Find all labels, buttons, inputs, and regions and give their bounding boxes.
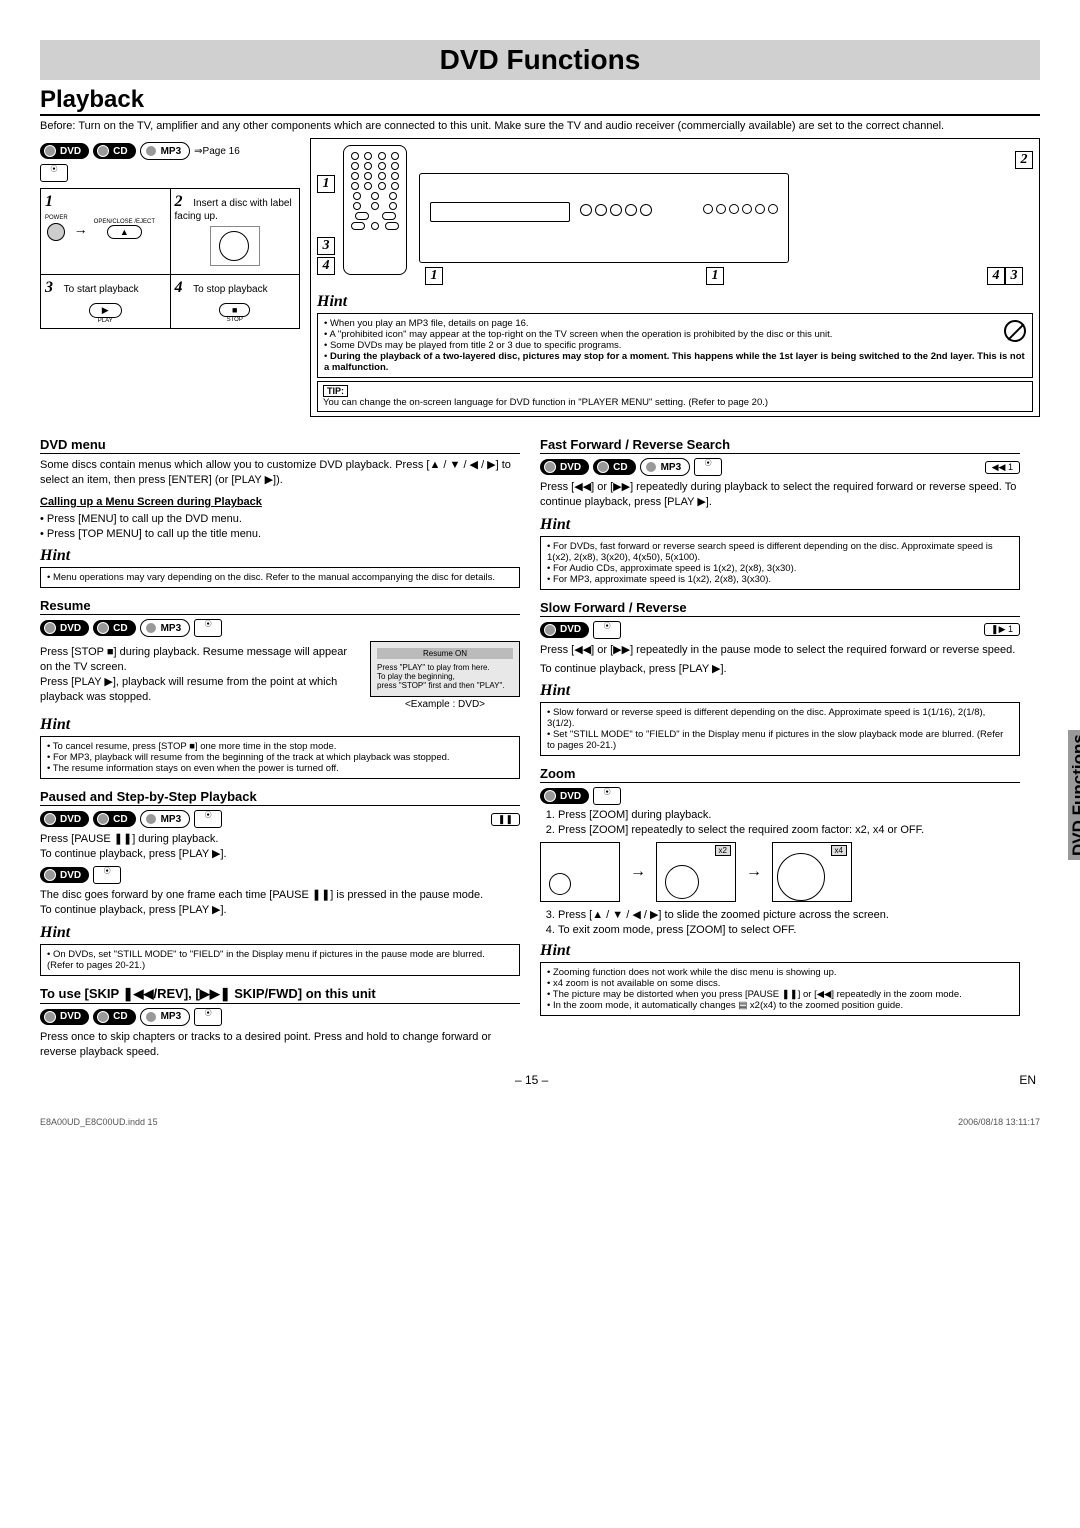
hint-pause: On DVDs, set "STILL MODE" to "FIELD" in …	[40, 944, 520, 976]
calling-heading: Calling up a Menu Screen during Playback	[40, 496, 520, 508]
ff-body: Press [◀◀] or [▶▶] repeatedly during pla…	[540, 480, 1020, 510]
callout-3b: 3	[1005, 267, 1023, 285]
skip-heading: To use [SKIP ❚◀◀/REV], [▶▶❚ SKIP/FWD] on…	[40, 986, 520, 1004]
callout-4: 4	[317, 257, 335, 275]
slow-body: Press [◀◀] or [▶▶] repeatedly in the pau…	[540, 643, 1020, 658]
title-band: DVD Functions	[40, 40, 1040, 80]
pause-badges: DVD CD MP3 ⦿ ❚❚	[40, 810, 520, 828]
slow-heading: Slow Forward / Reverse	[540, 600, 1020, 617]
skip-body: Press once to skip chapters or tracks to…	[40, 1030, 520, 1060]
hint-ff: For DVDs, fast forward or reverse search…	[540, 536, 1020, 590]
side-tab: DVD Functions	[1068, 730, 1080, 860]
paused-heading: Paused and Step-by-Step Playback	[40, 789, 520, 806]
slow-badges: DVD ⦿ ❚▶ 1	[540, 621, 1020, 639]
dvd-menu-heading: DVD menu	[40, 437, 520, 454]
player-diagram	[419, 173, 789, 263]
indd-date: 2006/08/18 13:11:17	[958, 1117, 1040, 1127]
zoom-steps: Press [ZOOM] during playback. Press [ZOO…	[540, 809, 1020, 836]
callout-4b: 4	[987, 267, 1005, 285]
ff-badges: DVD CD MP3 ⦿ ◀◀ 1	[540, 458, 1020, 476]
resume-heading: Resume	[40, 598, 520, 615]
vcd-icon: ⦿	[40, 164, 68, 182]
ff-heading: Fast Forward / Reverse Search	[540, 437, 1020, 454]
hint-box-top: When you play an MP3 file, details on pa…	[317, 313, 1033, 378]
callout-1: 1	[317, 175, 335, 193]
zoom-diagram: → x2 → x4	[540, 842, 1020, 902]
indd-file: E8A00UD_E8C00UD.indd 15	[40, 1117, 158, 1127]
zoom-heading: Zoom	[540, 766, 1020, 783]
hint-zoom: Zooming function does not work while the…	[540, 962, 1020, 1016]
setup-steps-table: 1 POWER → OPEN/CLOSE /EJECT ▲	[40, 188, 300, 329]
hint-label: Hint	[40, 547, 520, 565]
callout-1b: 1	[425, 267, 443, 285]
format-badges-top: DVD CD MP3 ⇒Page 16	[40, 142, 300, 160]
remote-diagram	[343, 145, 407, 275]
page-number: – 15 –	[515, 1073, 548, 1087]
hint-dvdmenu: Menu operations may vary depending on th…	[40, 567, 520, 588]
resume-badges: DVD CD MP3 ⦿	[40, 619, 520, 637]
callout-2: 2	[1015, 151, 1033, 169]
resume-example-box: Resume ON Press "PLAY" to play from here…	[370, 641, 520, 697]
intro-text: Before: Turn on the TV, amplifier and an…	[40, 120, 1040, 132]
dvd-menu-body: Some discs contain menus which allow you…	[40, 458, 520, 488]
zoom-badges: DVD ⦿	[540, 787, 1020, 805]
hint-slow: Slow forward or reverse speed is differe…	[540, 702, 1020, 756]
page-lang: EN	[1019, 1073, 1036, 1087]
callout-3: 3	[317, 237, 335, 255]
hint-label-top: Hint	[317, 293, 1033, 311]
tip-box: TIP: You can change the on-screen langua…	[317, 381, 1033, 412]
hint-resume: To cancel resume, press [STOP ■] one mor…	[40, 736, 520, 779]
section-title: Playback	[40, 86, 1040, 116]
skip-badges: DVD CD MP3 ⦿	[40, 1008, 520, 1026]
